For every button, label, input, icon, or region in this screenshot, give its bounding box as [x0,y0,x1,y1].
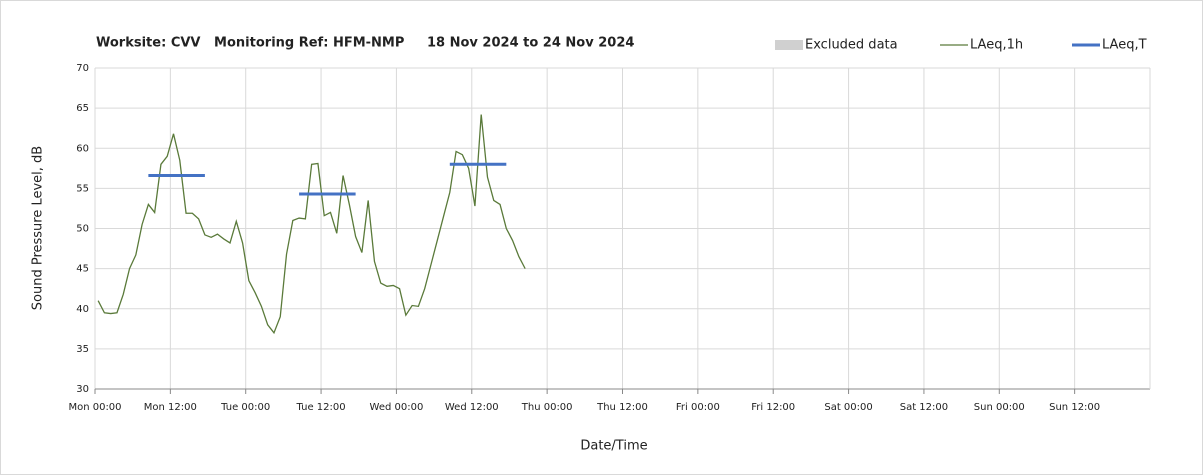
x-tick-label: Fri 12:00 [751,402,795,413]
x-tick-label: Sat 00:00 [824,402,872,413]
y-tick-label: 30 [76,384,89,395]
x-tick-label: Mon 00:00 [68,402,121,413]
x-tick-label: Tue 12:00 [296,402,346,413]
x-tick-label: Fri 00:00 [676,402,720,413]
y-tick-label: 35 [76,344,89,355]
legend-swatch [775,40,803,50]
y-tick-label: 40 [76,304,89,315]
legend-label: Excluded data [805,38,898,53]
legend-label: LAeq,T [1102,38,1147,53]
y-tick-label: 45 [76,264,89,275]
x-tick-label: Sun 00:00 [974,402,1025,413]
y-tick-label: 50 [76,224,89,235]
legend-label: LAeq,1h [970,38,1023,53]
x-tick-label: Tue 00:00 [220,402,270,413]
y-axis-label: Sound Pressure Level, dB [31,146,46,310]
x-tick-label: Sat 12:00 [900,402,948,413]
y-tick-label: 65 [76,103,89,114]
x-tick-label: Wed 00:00 [370,402,424,413]
y-tick-label: 55 [76,183,89,194]
x-tick-label: Thu 00:00 [521,402,573,413]
chart-title: Worksite: CVV Monitoring Ref: HFM-NMP 18… [96,36,634,51]
x-tick-label: Sun 12:00 [1049,402,1100,413]
y-tick-label: 60 [76,143,89,154]
x-tick-label: Wed 12:00 [445,402,499,413]
x-tick-label: Thu 12:00 [596,402,648,413]
y-tick-label: 70 [76,63,89,74]
x-axis-label: Date/Time [580,439,647,454]
x-tick-label: Mon 12:00 [144,402,197,413]
